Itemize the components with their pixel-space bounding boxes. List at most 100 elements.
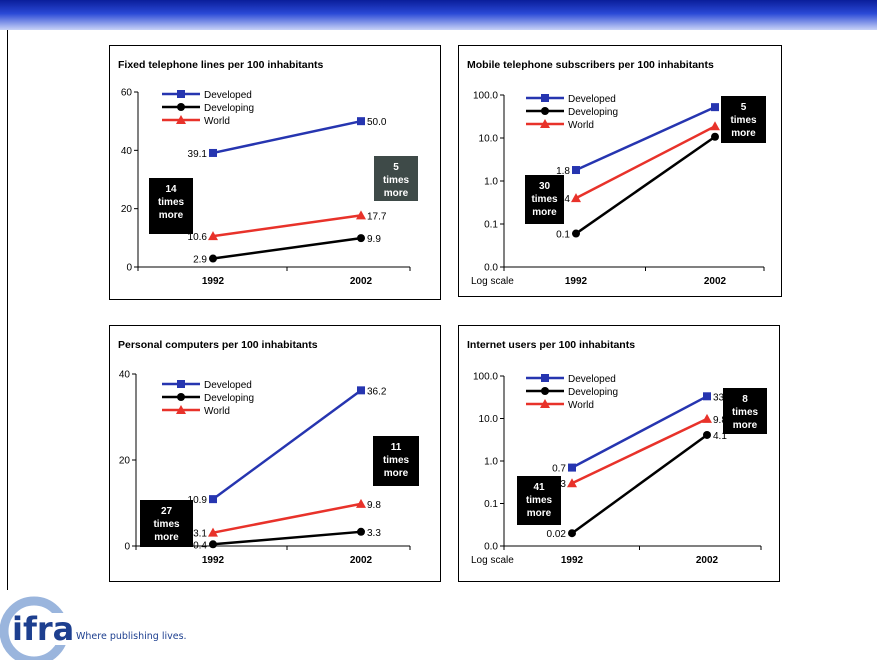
annotation-box (723, 388, 767, 434)
y-tick-label: 10.0 (479, 414, 499, 425)
series-line-world (575, 125, 716, 200)
developed-point (703, 392, 711, 401)
legend-marker (176, 115, 186, 124)
legend-marker (177, 90, 185, 98)
data-label: 0.02 (547, 529, 567, 540)
x-tick-label: 1992 (202, 555, 225, 566)
legend-label: World (568, 400, 594, 411)
title-banner (0, 0, 877, 30)
legend-marker (540, 119, 550, 128)
annotation-text: more (384, 468, 409, 479)
series-line-developing (571, 433, 708, 535)
annotation-box (374, 156, 418, 201)
legend-marker (540, 399, 550, 408)
developed-point (711, 103, 719, 112)
legend-label: Developed (204, 380, 252, 391)
annotation-text: 11 (391, 442, 402, 453)
chart-title: Mobile telephone subscribers per 100 inh… (467, 59, 714, 71)
data-label: 1.8 (556, 166, 570, 177)
x-tick-label: 2002 (350, 276, 373, 287)
developed-point (209, 495, 217, 504)
world-point (356, 498, 366, 508)
developing-point (703, 430, 711, 439)
logo-tagline: Where publishing lives. (76, 631, 187, 642)
y-tick-label: 20 (121, 204, 133, 215)
series-line-developed (212, 119, 362, 155)
developing-point (209, 540, 217, 549)
legend-label: Developing (568, 387, 618, 398)
series-line-developing (212, 236, 362, 260)
developing-point (568, 529, 576, 538)
legend-marker (541, 374, 549, 382)
legend-label: Developing (204, 393, 254, 404)
chart-mobile: Mobile telephone subscribers per 100 inh… (467, 59, 766, 287)
data-label: 36.2 (367, 386, 387, 397)
chart-panel-mobile: Mobile telephone subscribers per 100 inh… (458, 45, 782, 297)
data-label: 10.6 (188, 232, 208, 243)
annotation-text: 41 (533, 482, 545, 493)
legend-label: Developing (204, 103, 254, 114)
series-line-developed (575, 106, 716, 172)
world-point (710, 121, 720, 131)
y-tick-label: 1.0 (484, 177, 498, 188)
data-label: 4.1 (713, 431, 727, 442)
y-tick-label: 40 (119, 370, 131, 381)
data-label: 0.1 (556, 230, 570, 241)
y-tick-label: 0.0 (484, 542, 498, 553)
annotation-text: times (732, 407, 759, 418)
legend-label: Developed (568, 94, 616, 105)
developing-point (209, 254, 217, 263)
legend-label: World (204, 116, 230, 127)
developing-point (711, 132, 719, 141)
x-tick-label: 2002 (696, 555, 719, 566)
annotation-text: times (730, 115, 757, 126)
developing-point (572, 229, 580, 238)
data-label: 0.7 (552, 464, 566, 475)
legend-marker (177, 393, 185, 401)
y-tick-label: 100.0 (473, 372, 498, 383)
y-tick-label: 0.1 (484, 499, 498, 510)
y-tick-label: 100.0 (473, 91, 498, 102)
chart-internet: Internet users per 100 inhabitants 0.0 0.1… (467, 339, 767, 566)
world-point (356, 210, 366, 220)
x-tick-label: 2002 (704, 276, 727, 287)
chart-title: Fixed telephone lines per 100 inhabitant… (118, 59, 324, 71)
legend-marker (177, 103, 185, 111)
data-label: 10.9 (188, 495, 208, 506)
data-label: 9.9 (367, 234, 381, 245)
series-line-developed (571, 395, 708, 469)
annotation-box (721, 96, 766, 143)
ifra-logo: ifra Where publishing lives. (0, 585, 190, 665)
ifra-logo-graphic: ifra Where publishing lives. (0, 596, 187, 665)
developing-point (357, 234, 365, 243)
annotation-box (140, 500, 193, 547)
annotation-box (517, 476, 561, 525)
annotation-text: times (531, 194, 558, 205)
x-tick-label: 2002 (350, 555, 373, 566)
series-line-developing (212, 530, 362, 546)
annotation-text: 8 (742, 394, 748, 405)
slide-left-border (7, 30, 8, 590)
data-label: 17.7 (367, 211, 387, 222)
data-label: 9.8 (713, 415, 727, 426)
legend-marker (541, 387, 549, 395)
legend-marker (541, 94, 549, 102)
developed-point (568, 463, 576, 472)
series-line-developing (575, 135, 716, 235)
chart-title: Personal computers per 100 inhabitants (118, 339, 318, 351)
annotation-text: more (384, 188, 409, 199)
data-label: 9.8 (367, 500, 381, 511)
annotation-text: 27 (161, 506, 173, 517)
legend-marker (176, 405, 186, 414)
x-tick-label: 1992 (202, 276, 225, 287)
legend-label: Developed (568, 374, 616, 385)
annotation-text: more (731, 128, 756, 139)
series-line-world (212, 502, 362, 534)
world-point (571, 193, 581, 203)
series-line-developed (212, 389, 362, 501)
annotation-text: times (153, 519, 180, 530)
chart-panel-internet: Internet users per 100 inhabitants 0.0 0.1… (458, 325, 780, 582)
scale-note: Log scale (471, 555, 514, 566)
series-line-world (212, 214, 362, 238)
developed-point (357, 386, 365, 395)
